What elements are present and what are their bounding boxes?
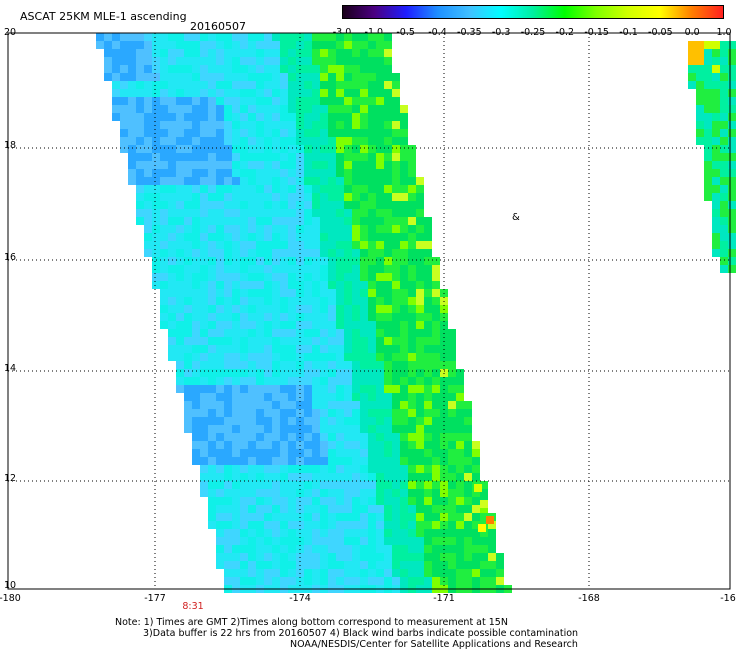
island-symbol: &: [512, 212, 520, 223]
product-title: ASCAT 25KM MLE-1 ascending: [20, 10, 187, 23]
product-date: 20160507: [190, 20, 246, 33]
pass-time-label: 8:31: [182, 601, 204, 612]
lon-label-165: -16: [720, 593, 736, 604]
swath-cells: [96, 33, 736, 593]
lat-lon-grid: [8, 32, 730, 589]
lat-label-20: 20: [4, 27, 17, 38]
lat-label-16: 16: [4, 252, 17, 263]
footer-credit: NOAA/NESDIS/Center for Satellite Applica…: [290, 639, 578, 650]
lon-label-168: -168: [578, 593, 600, 604]
lon-label-177: -177: [144, 593, 166, 604]
map-frame: [7, 32, 731, 590]
lat-label-10: 10: [4, 580, 17, 591]
lon-label-180: -180: [0, 593, 21, 604]
lat-label-14: 14: [4, 363, 17, 374]
lat-label-12: 12: [4, 473, 17, 484]
footer-note-2: 3)Data buffer is 22 hrs from 20160507 4)…: [143, 628, 579, 639]
lat-label-18: 18: [4, 140, 17, 151]
footer-note-1: Note: 1) Times are GMT 2)Times along bot…: [115, 617, 508, 628]
lon-label-171: -171: [433, 593, 455, 604]
lon-label-174: -174: [289, 593, 311, 604]
colorbar: [342, 5, 724, 19]
